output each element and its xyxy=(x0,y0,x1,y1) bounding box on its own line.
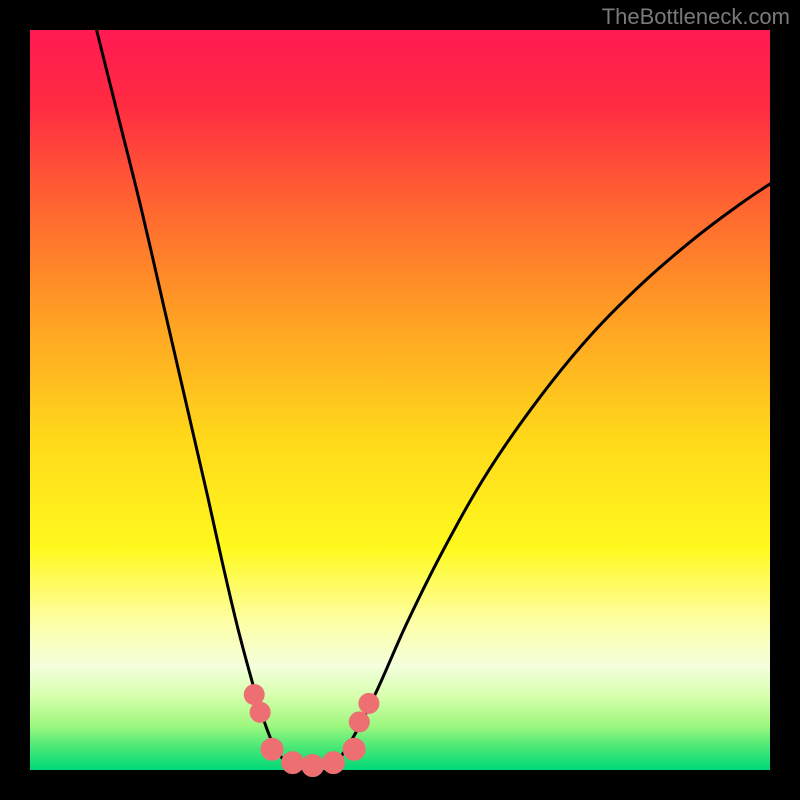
chart-background xyxy=(30,30,770,770)
watermark-text: TheBottleneck.com xyxy=(602,4,790,30)
marker-dot xyxy=(250,702,270,722)
marker-dot xyxy=(282,752,304,774)
marker-dot xyxy=(244,685,264,705)
marker-dot xyxy=(261,738,283,760)
marker-dot xyxy=(343,738,365,760)
marker-dot xyxy=(322,752,344,774)
chart-frame: TheBottleneck.com xyxy=(0,0,800,800)
bottleneck-chart xyxy=(0,0,800,800)
marker-dot xyxy=(349,712,369,732)
marker-dot xyxy=(359,693,379,713)
marker-dot xyxy=(302,755,324,777)
